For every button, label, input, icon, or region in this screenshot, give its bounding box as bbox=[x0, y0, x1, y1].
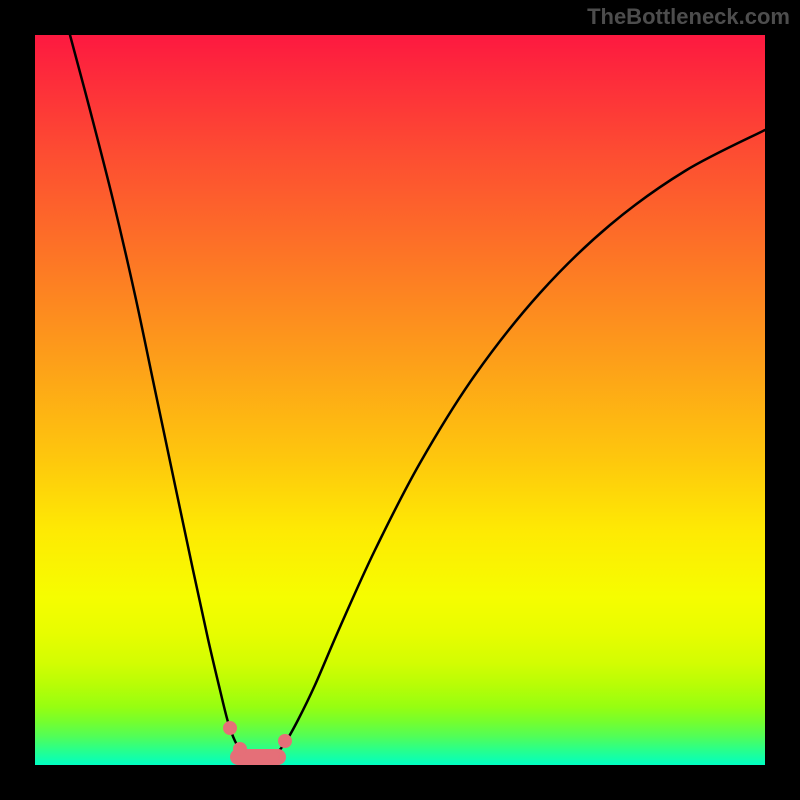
watermark-text: TheBottleneck.com bbox=[587, 4, 790, 30]
selection-markers bbox=[35, 35, 765, 765]
chart-area bbox=[35, 35, 765, 765]
